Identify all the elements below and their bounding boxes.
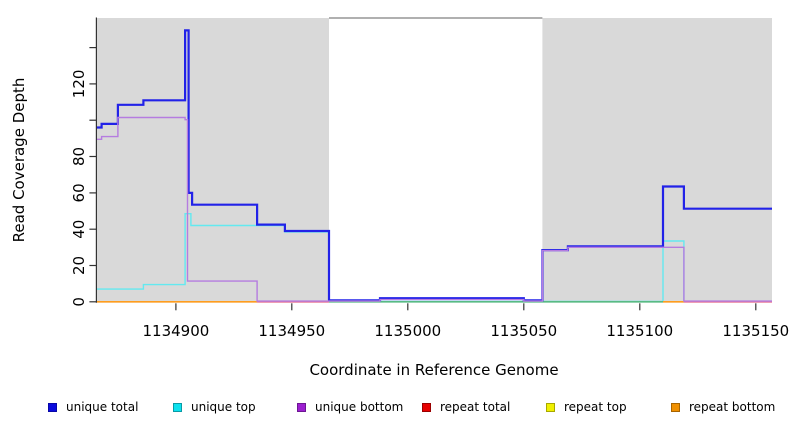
y-tick-label: 20	[70, 256, 88, 275]
legend-label: unique total	[66, 400, 139, 414]
shaded-regions	[97, 17, 772, 303]
legend-swatch-repeat-bottom	[671, 402, 680, 412]
legend-swatch-repeat-total	[422, 402, 431, 412]
legend-item-unique-top: unique top	[173, 396, 256, 418]
x-tick-label: 1135150	[722, 322, 789, 340]
legend-item-unique-bottom: unique bottom	[297, 396, 403, 418]
shaded-region	[542, 18, 772, 303]
legend-label: unique top	[191, 400, 256, 414]
y-tick-label: 120	[70, 70, 88, 99]
legend-label: repeat top	[564, 400, 627, 414]
y-tick-label: 80	[70, 147, 88, 166]
legend-item-repeat-bottom: repeat bottom	[671, 396, 775, 418]
x-tick-label: 1135000	[374, 322, 441, 340]
legend-item-repeat-top: repeat top	[546, 396, 627, 418]
y-tick-label: 0	[70, 297, 88, 307]
y-axis-title: Read Coverage Depth	[10, 78, 28, 243]
x-tick-label: 1134950	[258, 322, 325, 340]
series-unique-bottom	[97, 116, 772, 302]
x-tick-label: 1135050	[490, 322, 557, 340]
legend-swatch-unique-bottom	[297, 402, 306, 412]
x-tick-label: 1134900	[142, 322, 209, 340]
shaded-region	[97, 18, 329, 303]
axes: 1134900 1134950 1135000 1135050 1135100 11351…	[70, 17, 789, 340]
legend-label: unique bottom	[315, 400, 404, 414]
legend-item-repeat-total: repeat total	[422, 396, 510, 418]
x-tick-label: 1135100	[606, 322, 673, 340]
legend-swatch-repeat-top	[546, 402, 555, 412]
legend-swatch-unique-total	[48, 402, 57, 412]
y-tick-label: 40	[70, 220, 88, 239]
series-lines	[97, 29, 772, 303]
legend-label: repeat total	[440, 400, 511, 414]
y-tick-label: 60	[70, 183, 88, 202]
legend: unique total unique top unique bottom repea…	[0, 396, 792, 422]
coverage-chart: 1134900 1134950 1135000 1135050 1135100 11351…	[10, 17, 789, 379]
legend-swatch-unique-top	[173, 402, 182, 412]
legend-label: repeat bottom	[689, 400, 776, 414]
x-axis-title: Coordinate in Reference Genome	[309, 361, 558, 379]
legend-item-unique-total: unique total	[48, 396, 138, 418]
